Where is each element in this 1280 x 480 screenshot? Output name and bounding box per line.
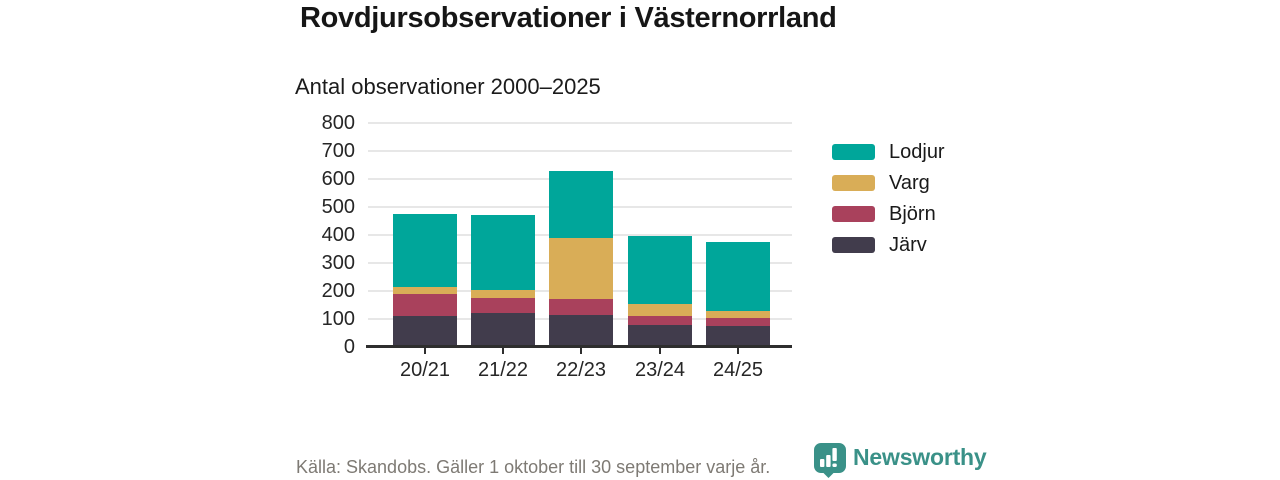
legend-label-varg: Varg <box>889 171 930 194</box>
gridline-800 <box>368 122 792 124</box>
bar-22-23-jarv <box>549 314 613 347</box>
x-tick-23-24 <box>659 348 661 354</box>
bar-23-24-lodjur <box>628 236 692 304</box>
legend-item-varg: Varg <box>832 172 930 194</box>
y-tick-label-300: 300 <box>321 252 355 274</box>
legend-swatch-jarv <box>832 237 875 253</box>
page-title: Rovdjursobservationer i Västernorrland <box>300 2 837 34</box>
x-tick-21-22 <box>502 348 504 354</box>
footer: Källa: Skandobs. Gäller 1 oktober till 3… <box>0 440 1280 480</box>
bar-21-22-bjorn <box>471 298 535 314</box>
y-tick-label-200: 200 <box>321 280 355 302</box>
bar-20-21-bjorn <box>393 293 457 317</box>
legend-swatch-bjorn <box>832 206 875 222</box>
source-note: Källa: Skandobs. Gäller 1 oktober till 3… <box>296 457 771 477</box>
y-tick-label-600: 600 <box>321 168 355 190</box>
bar-24-25-lodjur <box>706 242 770 311</box>
bar-24-25-jarv <box>706 326 770 347</box>
gridline-700 <box>368 150 792 152</box>
bar-21-22-varg <box>471 289 535 298</box>
bar-23-24-bjorn <box>628 316 692 325</box>
legend-label-bjorn: Björn <box>889 202 936 225</box>
bar-20-21-jarv <box>393 316 457 347</box>
bar-22-23-bjorn <box>549 299 613 315</box>
x-tick-label-21-22: 21/22 <box>477 359 529 381</box>
x-tick-22-23 <box>580 348 582 354</box>
x-tick-24-25 <box>737 348 739 354</box>
bar-21-22-lodjur <box>471 215 535 290</box>
legend-swatch-lodjur <box>832 144 875 160</box>
bar-22-23-lodjur <box>549 170 613 238</box>
y-tick-label-500: 500 <box>321 196 355 218</box>
x-tick-label-23-24: 23/24 <box>634 359 686 381</box>
bar-24-25-bjorn <box>706 317 770 326</box>
legend-item-lodjur: Lodjur <box>832 141 945 163</box>
y-tick-label-700: 700 <box>321 140 355 162</box>
bar-23-24-varg <box>628 303 692 317</box>
brand-name: Newsworthy <box>853 444 987 470</box>
bar-20-21-varg <box>393 286 457 294</box>
x-tick-label-24-25: 24/25 <box>712 359 764 381</box>
x-tick-20-21 <box>424 348 426 354</box>
y-tick-label-0: 0 <box>343 336 355 358</box>
bar-21-22-jarv <box>471 313 535 347</box>
chart-subtitle: Antal observationer 2000–2025 <box>295 74 601 99</box>
legend-label-lodjur: Lodjur <box>889 140 945 163</box>
legend-item-bjorn: Björn <box>832 203 936 225</box>
bar-23-24-jarv <box>628 324 692 347</box>
bar-24-25-varg <box>706 310 770 318</box>
y-tick-label-800: 800 <box>321 112 355 134</box>
newsworthy-brand: Newsworthy <box>814 443 987 478</box>
y-tick-label-100: 100 <box>321 308 355 330</box>
x-axis-line <box>366 345 792 348</box>
bar-20-21-lodjur <box>393 214 457 287</box>
newsworthy-logo-icon <box>814 443 846 478</box>
x-tick-label-20-21: 20/21 <box>399 359 451 381</box>
legend-swatch-varg <box>832 175 875 191</box>
y-tick-label-400: 400 <box>321 224 355 246</box>
bar-22-23-varg <box>549 237 613 300</box>
legend-item-jarv: Järv <box>832 234 927 256</box>
legend-label-jarv: Järv <box>889 233 927 256</box>
x-tick-label-22-23: 22/23 <box>555 359 607 381</box>
